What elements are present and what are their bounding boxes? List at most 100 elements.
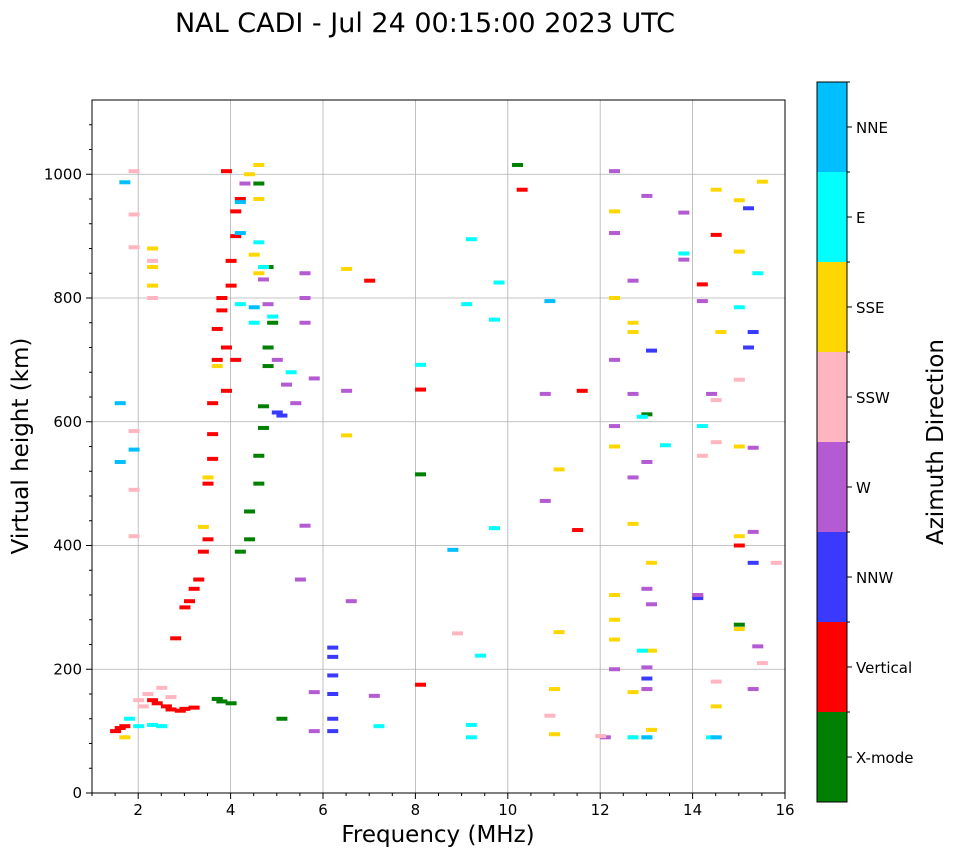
point-w <box>290 401 302 406</box>
point-vertical <box>733 543 745 548</box>
x-tick-label: 12 <box>591 801 610 819</box>
y-axis-label: Virtual height (km) <box>8 338 34 555</box>
point-e <box>627 735 639 740</box>
point-vertical <box>220 345 232 350</box>
colorbar-label-e: E <box>856 209 865 227</box>
point-x-mode <box>216 699 228 704</box>
point-w <box>627 278 639 283</box>
x-tick-label: 10 <box>498 801 517 819</box>
point-ssw <box>142 692 154 696</box>
point-nnw <box>327 692 339 696</box>
point-vertical <box>193 577 205 582</box>
point-vertical <box>110 729 122 734</box>
point-nne <box>447 547 459 552</box>
point-vertical <box>179 706 191 711</box>
point-vertical <box>415 387 427 392</box>
point-w <box>678 210 690 215</box>
colorbar: X-mode Vertical NNW W SSW SSE E NNE <box>816 81 913 803</box>
point-x-mode <box>234 549 246 554</box>
point-vertical <box>576 388 588 393</box>
y-tick-label: 0 <box>72 784 82 802</box>
point-vertical <box>184 599 196 604</box>
point-vertical <box>216 296 228 300</box>
point-e <box>636 414 648 419</box>
point-nnw <box>641 676 653 681</box>
point-sse <box>211 364 223 369</box>
point-w <box>627 391 639 396</box>
point-nnw <box>327 729 339 734</box>
point-e <box>248 320 260 325</box>
point-w <box>609 667 621 672</box>
grid-lines <box>92 100 786 794</box>
point-vertical <box>516 187 528 192</box>
point-e <box>475 653 487 658</box>
point-e <box>493 280 505 285</box>
point-nnw <box>327 654 339 659</box>
point-sse <box>147 265 159 270</box>
point-x-mode <box>276 716 288 721</box>
colorbar-frame <box>816 81 848 803</box>
point-x-mode <box>253 181 265 186</box>
point-sse <box>244 172 256 177</box>
point-ssw <box>770 560 782 565</box>
point-nnw <box>743 206 755 211</box>
point-ssw <box>595 734 607 739</box>
point-nnw <box>692 596 704 601</box>
point-x-mode <box>262 345 274 350</box>
point-e <box>267 314 279 319</box>
colorbar-label: Azimuth Direction <box>923 339 949 545</box>
point-vertical <box>225 258 237 263</box>
colorbar-segment <box>817 622 847 712</box>
colorbar-segment <box>817 352 847 442</box>
y-tick-label: 800 <box>53 289 82 307</box>
point-vertical <box>572 528 584 533</box>
point-nne <box>710 735 722 740</box>
point-sse <box>609 617 621 622</box>
point-x-mode <box>244 537 256 542</box>
point-sse <box>147 246 159 251</box>
point-w <box>641 193 653 198</box>
point-nnw <box>743 345 755 350</box>
point-sse <box>202 475 214 480</box>
point-e <box>415 362 427 367</box>
point-ssw <box>710 679 722 684</box>
point-x-mode <box>512 162 524 167</box>
point-vertical <box>364 278 376 283</box>
point-sse <box>733 627 745 632</box>
point-sse <box>553 467 565 472</box>
colorbar-segment <box>817 442 847 532</box>
point-vertical <box>230 209 242 214</box>
point-sse <box>627 320 639 325</box>
colorbar-label-x-mode: X-mode <box>856 749 913 767</box>
point-vertical <box>119 724 131 729</box>
point-w <box>696 299 708 304</box>
point-e <box>234 302 246 307</box>
point-x-mode <box>211 696 223 701</box>
point-e <box>373 724 385 729</box>
point-nne <box>544 299 556 304</box>
point-sse <box>341 266 353 271</box>
point-nnw <box>327 645 339 650</box>
point-sse <box>609 637 621 642</box>
point-vertical <box>179 605 191 610</box>
point-sse <box>248 252 260 257</box>
point-ssw <box>128 212 140 217</box>
x-tick-label: 14 <box>683 801 702 819</box>
point-w <box>747 445 759 450</box>
point-nne <box>248 305 260 310</box>
point-ssw <box>156 685 168 690</box>
point-ssw <box>128 169 140 174</box>
point-e <box>461 302 473 307</box>
y-tick-label: 400 <box>53 537 82 555</box>
colorbar-segment <box>817 262 847 352</box>
point-sse <box>756 179 768 184</box>
point-nne <box>234 200 246 205</box>
colorbar-label-nnw: NNW <box>856 569 893 587</box>
point-w <box>299 320 311 325</box>
point-ssw <box>696 453 708 458</box>
point-e <box>133 724 145 729</box>
point-e <box>465 237 477 242</box>
point-w <box>345 599 357 604</box>
point-sse <box>253 197 265 201</box>
